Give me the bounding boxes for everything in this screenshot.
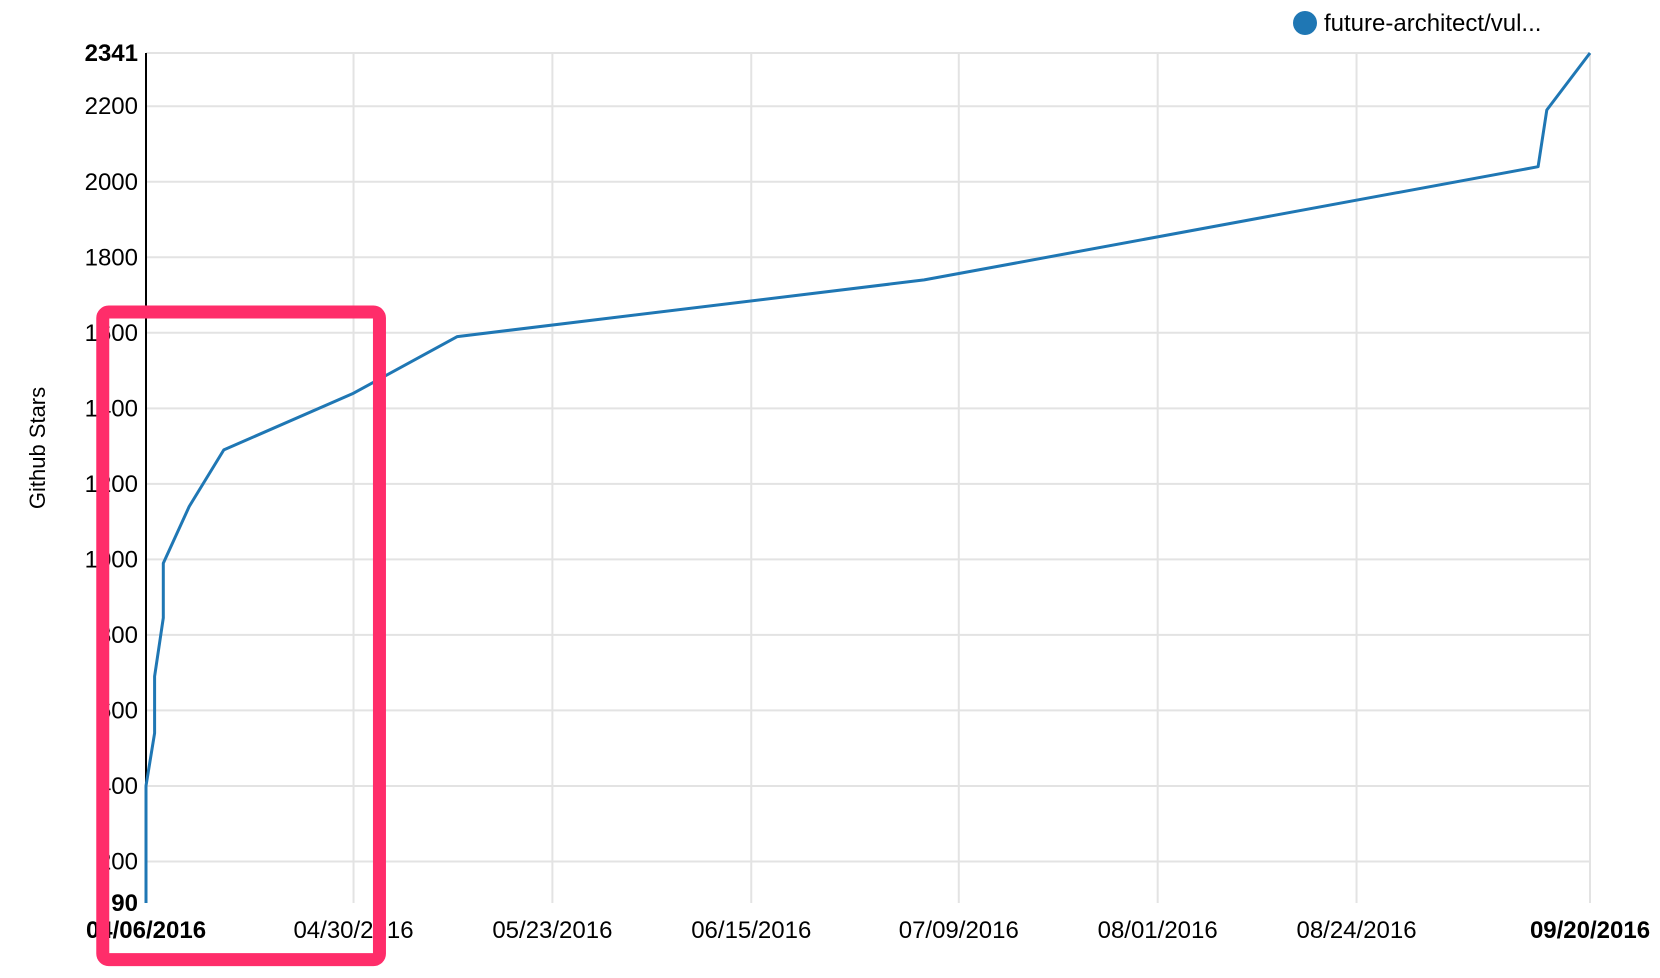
x-tick-label: 09/20/2016	[1530, 917, 1650, 944]
y-tick-label: 1600	[85, 320, 138, 347]
y-tick-label: 1000	[85, 546, 138, 573]
series-line	[144, 52, 1592, 903]
x-tick-label: 04/30/2016	[293, 917, 413, 944]
annotations	[96, 305, 386, 967]
x-tick-label: 08/24/2016	[1296, 917, 1416, 944]
x-tick-label: 06/15/2016	[691, 917, 811, 944]
x-tick-label: 08/01/2016	[1098, 917, 1218, 944]
y-tick-label: 2341	[85, 40, 138, 67]
y-tick-label: 2200	[85, 93, 138, 120]
y-tick-label: 1800	[85, 244, 138, 271]
grid	[146, 52, 1591, 903]
y-tick-label: 90	[111, 890, 138, 917]
y-tick-label: 2000	[85, 169, 138, 196]
axes: 9020040060080010001200140016001800200022…	[25, 40, 1650, 944]
y-tick-label: 1400	[85, 395, 138, 422]
legend-label[interactable]: future-architect/vul...	[1324, 10, 1541, 37]
x-tick-label: 05/23/2016	[492, 917, 612, 944]
legend[interactable]: future-architect/vul...	[1293, 10, 1541, 37]
series	[144, 52, 1592, 903]
highlight-box	[96, 305, 386, 967]
legend-marker	[1293, 11, 1317, 35]
y-axis-title: Github Stars	[25, 387, 50, 509]
x-tick-label: 07/09/2016	[899, 917, 1019, 944]
y-tick-label: 1200	[85, 471, 138, 498]
